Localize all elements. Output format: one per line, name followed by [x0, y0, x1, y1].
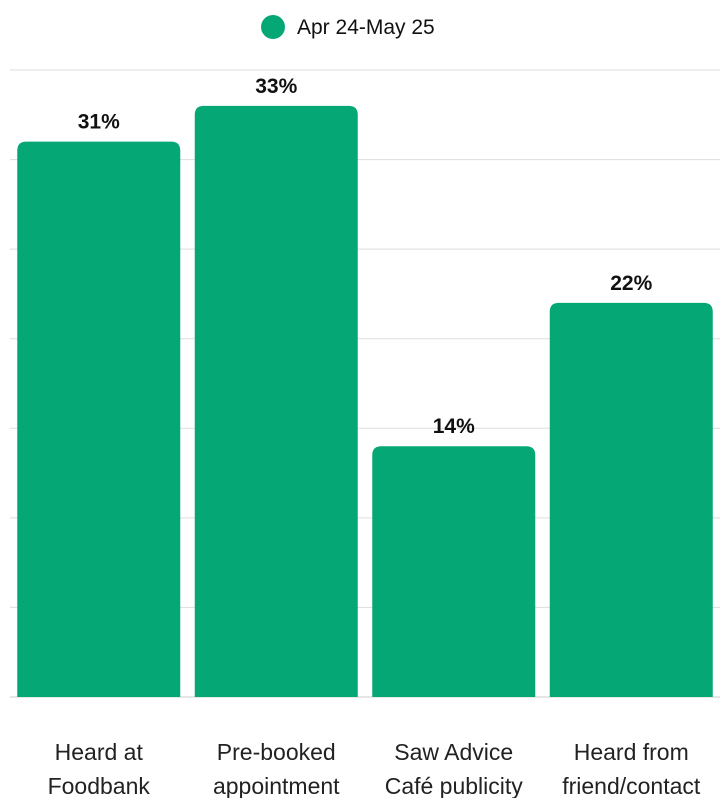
data-labels: 31% 33% 14% 22% — [78, 75, 653, 438]
bars — [17, 105, 713, 698]
category-label: appointment — [213, 773, 340, 798]
bar — [372, 446, 536, 697]
data-label: 14% — [433, 415, 475, 438]
category-label: Heard at — [55, 739, 144, 765]
data-label: 22% — [610, 272, 652, 295]
category-label: Café publicity — [385, 773, 524, 798]
data-label: 33% — [255, 75, 297, 98]
data-label: 31% — [78, 111, 120, 134]
category-label: Saw Advice — [394, 739, 513, 765]
category-label: Foodbank — [48, 773, 151, 798]
bar — [549, 302, 713, 697]
legend-label: Apr 24-May 25 — [297, 16, 435, 39]
category-label: friend/contact — [562, 773, 701, 798]
category-label: Heard from — [574, 739, 689, 765]
legend: Apr 24-May 25 — [261, 15, 435, 39]
bar — [194, 105, 358, 698]
category-label: Pre-booked — [217, 739, 336, 765]
category-labels: Heard at Foodbank Pre-booked appointment Saw… — [48, 739, 701, 799]
legend-swatch — [261, 15, 285, 39]
bar — [17, 141, 181, 697]
